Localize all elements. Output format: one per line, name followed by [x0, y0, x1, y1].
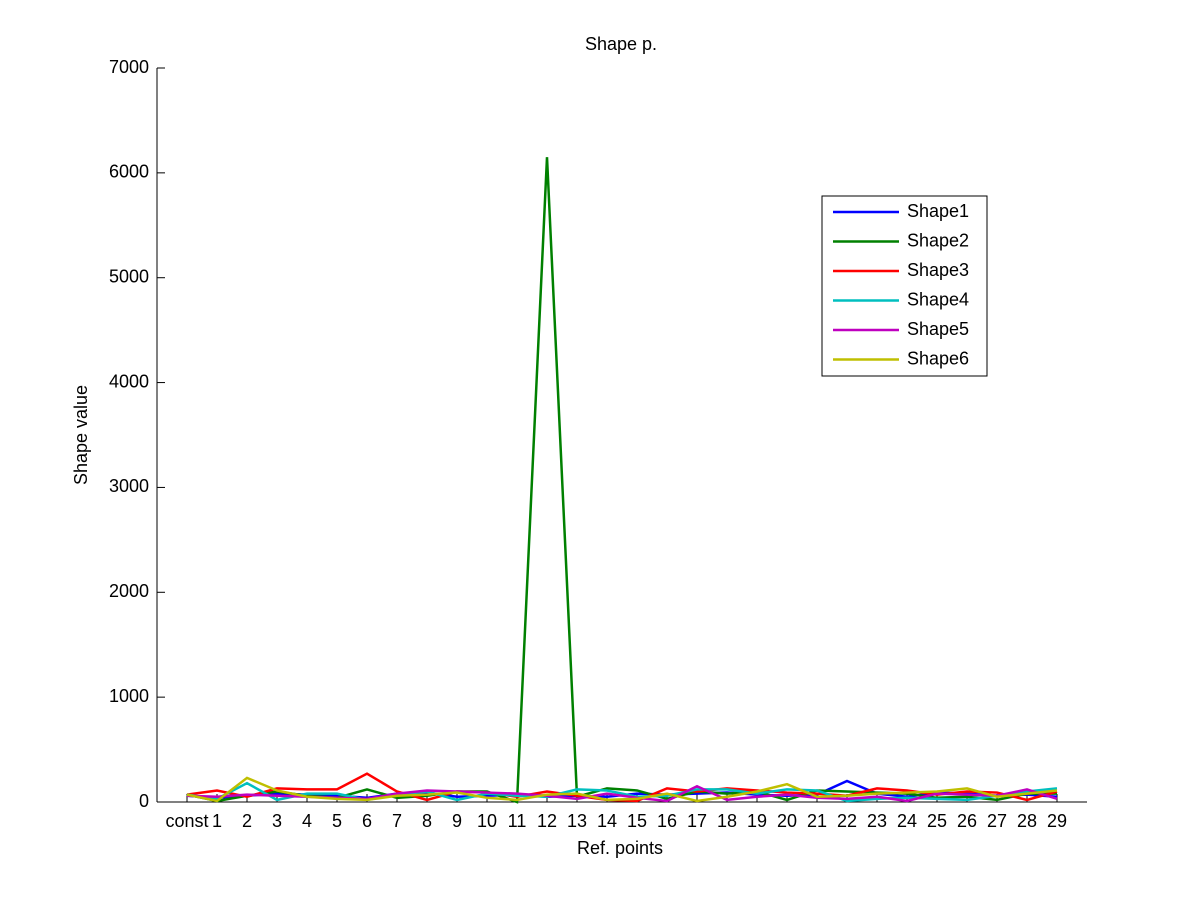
- chart-title: Shape p.: [585, 34, 657, 54]
- y-axis-label: Shape value: [71, 385, 91, 485]
- x-tick-label: 23: [867, 811, 887, 831]
- y-tick-label: 0: [139, 791, 149, 811]
- y-tick-label: 2000: [109, 581, 149, 601]
- legend-label: Shape6: [907, 348, 969, 368]
- x-tick-label: 28: [1017, 811, 1037, 831]
- x-tick-label: 9: [452, 811, 462, 831]
- x-tick-label: 6: [362, 811, 372, 831]
- legend-label: Shape3: [907, 260, 969, 280]
- x-tick-label: 12: [537, 811, 557, 831]
- x-tick-label: 18: [717, 811, 737, 831]
- x-tick-label: 10: [477, 811, 497, 831]
- x-tick-label: 13: [567, 811, 587, 831]
- x-tick-label: 27: [987, 811, 1007, 831]
- legend-label: Shape4: [907, 289, 969, 309]
- y-tick-label: 4000: [109, 371, 149, 391]
- x-tick-label: 3: [272, 811, 282, 831]
- y-tick-label: 7000: [109, 57, 149, 77]
- x-axis-label: Ref. points: [577, 838, 663, 858]
- x-tick-label: 19: [747, 811, 767, 831]
- y-tick-label: 1000: [109, 686, 149, 706]
- legend-label: Shape1: [907, 201, 969, 221]
- y-tick-label: 6000: [109, 162, 149, 182]
- x-tick-label: 15: [627, 811, 647, 831]
- x-tick-label: 4: [302, 811, 312, 831]
- x-tick-label: 21: [807, 811, 827, 831]
- x-tick-label: 26: [957, 811, 977, 831]
- y-tick-label: 3000: [109, 476, 149, 496]
- x-tick-label: 20: [777, 811, 797, 831]
- x-tick-label: 8: [422, 811, 432, 831]
- series-line: [186, 781, 1058, 803]
- x-tick-label: 7: [392, 811, 402, 831]
- legend-label: Shape5: [907, 319, 969, 339]
- x-tick-label: 1: [212, 811, 222, 831]
- y-tick-label: 5000: [109, 266, 149, 286]
- x-tick-label: 24: [897, 811, 917, 831]
- x-tick-label: 2: [242, 811, 252, 831]
- legend-label: Shape2: [907, 230, 969, 250]
- x-tick-label: const: [165, 811, 208, 831]
- x-tick-label: 14: [597, 811, 617, 831]
- x-tick-label: 11: [508, 811, 527, 831]
- series-line: [186, 776, 1058, 803]
- x-tick-label: 29: [1047, 811, 1067, 831]
- x-tick-label: 22: [837, 811, 857, 831]
- legend-box: [821, 195, 988, 377]
- x-tick-label: 17: [687, 811, 707, 831]
- x-tick-label: 25: [927, 811, 947, 831]
- x-tick-label: 16: [657, 811, 677, 831]
- x-tick-label: 5: [332, 811, 342, 831]
